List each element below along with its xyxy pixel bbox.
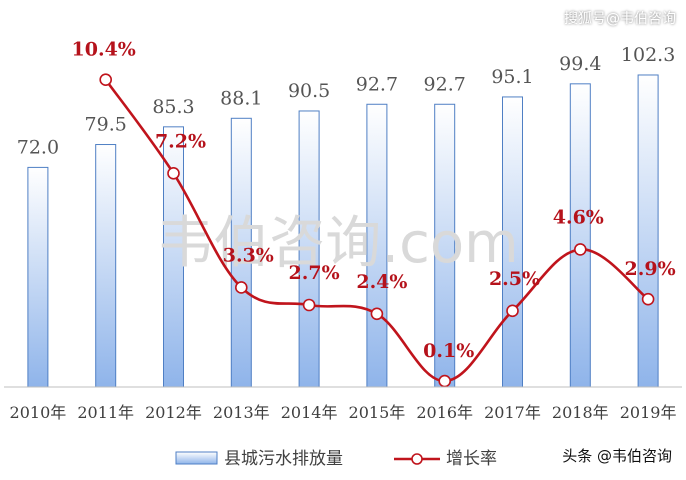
x-tick-label: 2011年 xyxy=(77,403,134,422)
growth-rate-label: 0.1% xyxy=(423,340,474,362)
growth-rate-point xyxy=(641,292,655,306)
bar-value-label: 92.7 xyxy=(424,73,466,95)
bar-value-label: 85.3 xyxy=(152,96,194,118)
bar-value-label: 90.5 xyxy=(288,80,330,102)
legend-bar-label: 县城污水排放量 xyxy=(224,449,343,469)
growth-rate-label: 2.7% xyxy=(289,262,340,284)
growth-rate-point xyxy=(438,374,452,388)
legend: 县城污水排放量 增长率 xyxy=(175,449,497,469)
bar-value-label: 79.5 xyxy=(85,114,127,136)
bar-value-label: 99.4 xyxy=(559,53,601,75)
growth-rate-point xyxy=(235,281,248,294)
watermark-layer: 韦伯咨询.com xyxy=(157,211,518,276)
growth-rate-point xyxy=(370,307,384,321)
bar-2010年 xyxy=(27,166,49,388)
growth-rate-label: 7.2% xyxy=(155,130,206,152)
bar-2011年 xyxy=(95,144,117,388)
bar-value-label: 102.3 xyxy=(621,44,675,66)
growth-rate-label: 3.3% xyxy=(223,244,274,266)
bar-2019年 xyxy=(637,74,659,388)
x-tick-label: 2014年 xyxy=(281,403,338,422)
growth-rate-point xyxy=(506,304,519,318)
legend-line-marker xyxy=(411,453,423,465)
legend-line-label: 增长率 xyxy=(446,449,497,469)
bar-value-label: 95.1 xyxy=(491,66,533,88)
growth-rate-label: 10.4% xyxy=(72,39,136,61)
x-tick-label: 2010年 xyxy=(10,403,67,422)
axis-layer: 2010年 2011年 2012年 2013年 2014年 2015年 2016年 2017年… xyxy=(4,386,682,422)
line-layer: 10.4% 7.2% 3.3% 2.7% 2.4% 0.1% 2.5% 4.6% 2.9% xyxy=(72,39,676,388)
x-tick-label: 2016年 xyxy=(416,403,473,422)
x-tick-label: 2012年 xyxy=(145,403,202,422)
growth-rate-point xyxy=(167,167,180,180)
growth-rate-label: 2.4% xyxy=(356,271,407,293)
growth-rate-label: 4.6% xyxy=(553,206,604,228)
growth-rate-point xyxy=(99,73,112,87)
growth-rate-label: 2.9% xyxy=(625,258,676,280)
growth-rate-label: 2.5% xyxy=(489,268,540,290)
source-mark-bottom: 头条 @韦伯咨询 xyxy=(562,447,672,465)
bar-value-label: 88.1 xyxy=(220,87,262,109)
x-tick-label: 2015年 xyxy=(349,403,406,422)
bar-value-label: 92.7 xyxy=(356,73,398,95)
growth-rate-point xyxy=(573,243,587,256)
bar-2018年 xyxy=(569,83,591,388)
x-tick-label: 2019年 xyxy=(620,403,677,422)
source-mark-top: 搜狐号@韦伯咨询 xyxy=(564,11,676,27)
bar-value-label: 72.0 xyxy=(17,136,59,158)
x-tick-label: 2017年 xyxy=(484,403,541,422)
legend-bar-swatch xyxy=(175,451,218,465)
growth-rate-point xyxy=(302,298,316,312)
x-tick-label: 2018年 xyxy=(552,403,609,422)
watermark: 韦伯咨询.com xyxy=(157,211,518,276)
x-tick-label: 2013年 xyxy=(213,403,270,422)
